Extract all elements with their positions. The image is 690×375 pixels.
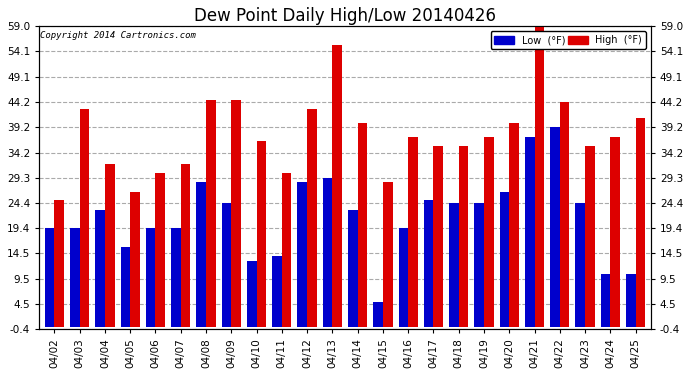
Bar [484,136,493,327]
Bar [500,192,509,327]
Bar [626,274,635,327]
Bar [257,141,266,327]
Bar [357,123,367,327]
Bar [399,228,408,327]
Bar [231,100,241,327]
Bar [146,228,155,327]
Bar [45,228,55,327]
Text: Copyright 2014 Cartronics.com: Copyright 2014 Cartronics.com [41,31,197,40]
Bar [197,182,206,327]
Bar [535,27,544,327]
Bar [475,203,484,327]
Bar [206,100,215,327]
Bar [509,123,519,327]
Bar [95,210,105,327]
Bar [70,228,79,327]
Bar [525,136,535,327]
Title: Dew Point Daily High/Low 20140426: Dew Point Daily High/Low 20140426 [194,7,496,25]
Bar [550,128,560,327]
Bar [155,173,165,327]
Bar [560,102,569,327]
Bar [221,203,231,327]
Bar [105,164,115,327]
Bar [323,178,333,327]
Bar [585,146,595,327]
Bar [348,210,357,327]
Bar [575,203,585,327]
Bar [333,45,342,327]
Bar [373,302,383,327]
Bar [282,173,291,327]
Bar [424,200,433,327]
Bar [449,203,459,327]
Bar [130,192,140,327]
Bar [121,247,130,327]
Bar [273,256,282,327]
Bar [408,136,417,327]
Bar [79,109,89,327]
Bar [601,274,611,327]
Bar [181,164,190,327]
Bar [247,261,257,327]
Bar [459,146,469,327]
Bar [171,228,181,327]
Bar [433,146,443,327]
Bar [307,109,317,327]
Bar [297,182,307,327]
Bar [611,136,620,327]
Legend: Low  (°F), High  (°F): Low (°F), High (°F) [491,32,646,49]
Bar [383,182,393,327]
Bar [635,118,645,327]
Bar [55,200,64,327]
